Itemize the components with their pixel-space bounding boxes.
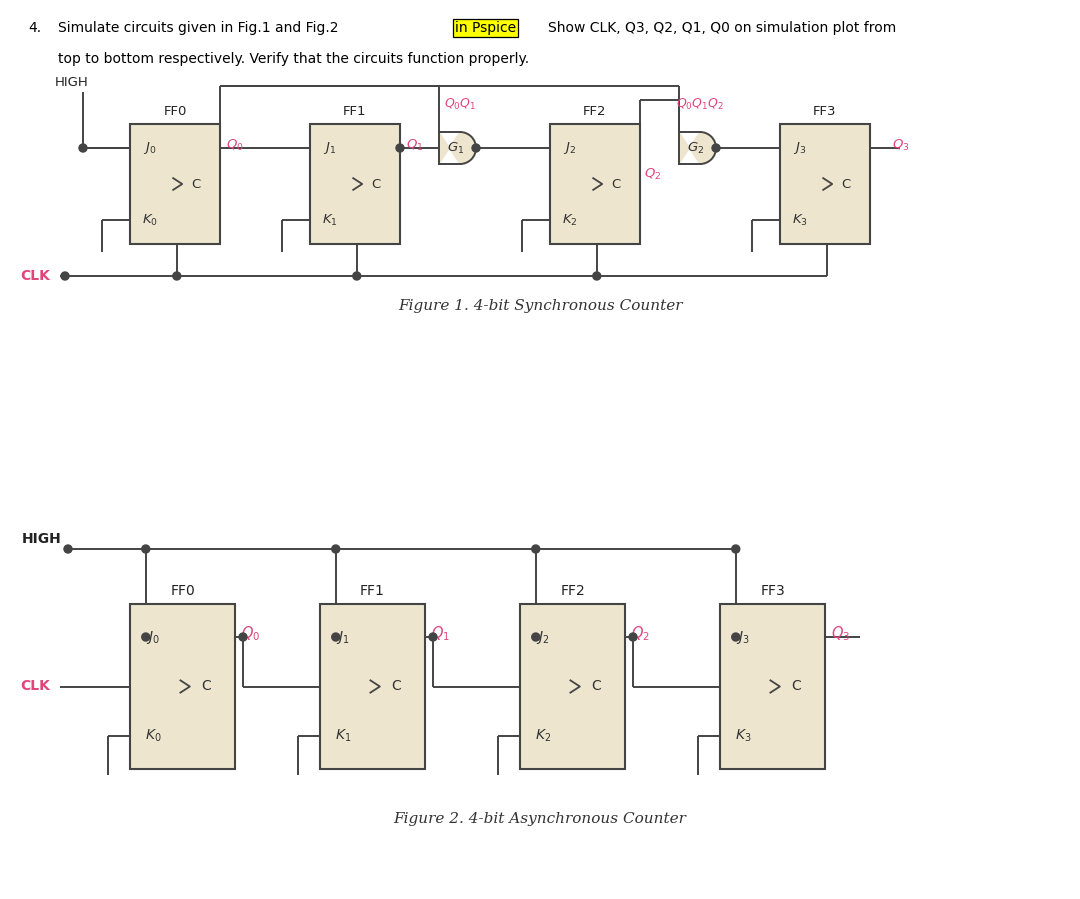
Circle shape xyxy=(60,272,69,280)
Circle shape xyxy=(64,545,72,553)
Circle shape xyxy=(173,272,180,280)
Circle shape xyxy=(141,633,150,641)
Text: FF3: FF3 xyxy=(760,584,785,598)
Text: FF0: FF0 xyxy=(171,584,194,598)
Text: $Q_2$: $Q_2$ xyxy=(631,624,650,643)
Text: FF0: FF0 xyxy=(163,105,187,118)
Text: $J_2$: $J_2$ xyxy=(537,628,550,645)
Text: $J_1$: $J_1$ xyxy=(323,140,336,156)
Text: C: C xyxy=(792,680,801,693)
Text: $K_0$: $K_0$ xyxy=(141,212,158,227)
Text: FF1: FF1 xyxy=(343,105,367,118)
Text: C: C xyxy=(841,177,850,191)
Text: $J_0$: $J_0$ xyxy=(146,628,160,645)
Text: FF2: FF2 xyxy=(561,584,585,598)
Text: CLK: CLK xyxy=(21,269,50,283)
Text: $K_2$: $K_2$ xyxy=(562,212,578,227)
Text: Simulate circuits given in Fig.1 and Fig.2: Simulate circuits given in Fig.1 and Fig… xyxy=(58,21,342,35)
Text: $G_2$: $G_2$ xyxy=(687,140,704,156)
Text: $Q_1$: $Q_1$ xyxy=(406,138,423,153)
Circle shape xyxy=(429,633,437,641)
Bar xyxy=(310,124,400,244)
Text: FF1: FF1 xyxy=(360,584,384,598)
Text: $Q_0Q_1$: $Q_0Q_1$ xyxy=(444,97,476,112)
Circle shape xyxy=(593,272,600,280)
Bar xyxy=(519,604,625,769)
Text: $G_1$: $G_1$ xyxy=(447,140,464,156)
Text: $Q_3$: $Q_3$ xyxy=(831,624,850,643)
Text: $Q_3$: $Q_3$ xyxy=(892,138,909,153)
Bar xyxy=(720,604,825,769)
Text: C: C xyxy=(191,177,201,191)
Text: $K_2$: $K_2$ xyxy=(535,728,551,744)
Bar xyxy=(320,604,426,769)
Text: $J_3$: $J_3$ xyxy=(793,140,807,156)
Circle shape xyxy=(396,144,404,152)
Circle shape xyxy=(712,144,720,152)
Bar xyxy=(130,604,235,769)
Text: Show CLK, Q3, Q2, Q1, Q0 on simulation plot from: Show CLK, Q3, Q2, Q1, Q0 on simulation p… xyxy=(548,21,896,35)
Text: $Q_2$: $Q_2$ xyxy=(644,167,661,182)
Text: C: C xyxy=(391,680,401,693)
Text: CLK: CLK xyxy=(21,680,50,693)
Text: $J_2$: $J_2$ xyxy=(564,140,577,156)
Bar xyxy=(780,124,870,244)
Text: HIGH: HIGH xyxy=(55,76,89,89)
Circle shape xyxy=(472,144,480,152)
Text: 4.: 4. xyxy=(28,21,41,35)
Text: $Q_0$: $Q_0$ xyxy=(226,138,244,153)
Text: $K_3$: $K_3$ xyxy=(792,212,808,227)
Text: top to bottom respectively. Verify that the circuits function properly.: top to bottom respectively. Verify that … xyxy=(58,52,529,66)
Circle shape xyxy=(141,545,150,553)
Text: FF2: FF2 xyxy=(583,105,607,118)
Text: HIGH: HIGH xyxy=(22,532,62,546)
Text: $K_1$: $K_1$ xyxy=(335,728,351,744)
Text: $J_0$: $J_0$ xyxy=(144,140,157,156)
Bar xyxy=(130,124,220,244)
Text: in Pspice: in Pspice xyxy=(455,21,516,35)
Circle shape xyxy=(353,272,361,280)
Text: FF3: FF3 xyxy=(813,105,837,118)
Text: $K_0$: $K_0$ xyxy=(145,728,161,744)
Text: $K_3$: $K_3$ xyxy=(734,728,752,744)
Text: C: C xyxy=(201,680,212,693)
Text: C: C xyxy=(372,177,380,191)
Circle shape xyxy=(732,633,740,641)
Text: $Q_0$: $Q_0$ xyxy=(241,624,260,643)
Polygon shape xyxy=(679,132,716,164)
Text: Figure 2. 4-bit Asynchronous Counter: Figure 2. 4-bit Asynchronous Counter xyxy=(393,812,687,826)
Text: $K_1$: $K_1$ xyxy=(322,212,338,227)
Text: $Q_0Q_1Q_2$: $Q_0Q_1Q_2$ xyxy=(676,97,724,112)
Text: $Q_1$: $Q_1$ xyxy=(431,624,450,643)
Text: Figure 1. 4-bit Synchronous Counter: Figure 1. 4-bit Synchronous Counter xyxy=(397,299,683,313)
Polygon shape xyxy=(438,132,476,164)
Circle shape xyxy=(531,633,540,641)
Circle shape xyxy=(732,545,740,553)
Circle shape xyxy=(332,633,340,641)
Circle shape xyxy=(629,633,637,641)
Text: $J_1$: $J_1$ xyxy=(336,628,350,645)
Text: C: C xyxy=(592,680,602,693)
Text: $J_3$: $J_3$ xyxy=(737,628,750,645)
Circle shape xyxy=(332,545,340,553)
Text: C: C xyxy=(611,177,620,191)
Circle shape xyxy=(239,633,247,641)
Circle shape xyxy=(531,545,540,553)
Bar xyxy=(550,124,640,244)
Circle shape xyxy=(79,144,87,152)
